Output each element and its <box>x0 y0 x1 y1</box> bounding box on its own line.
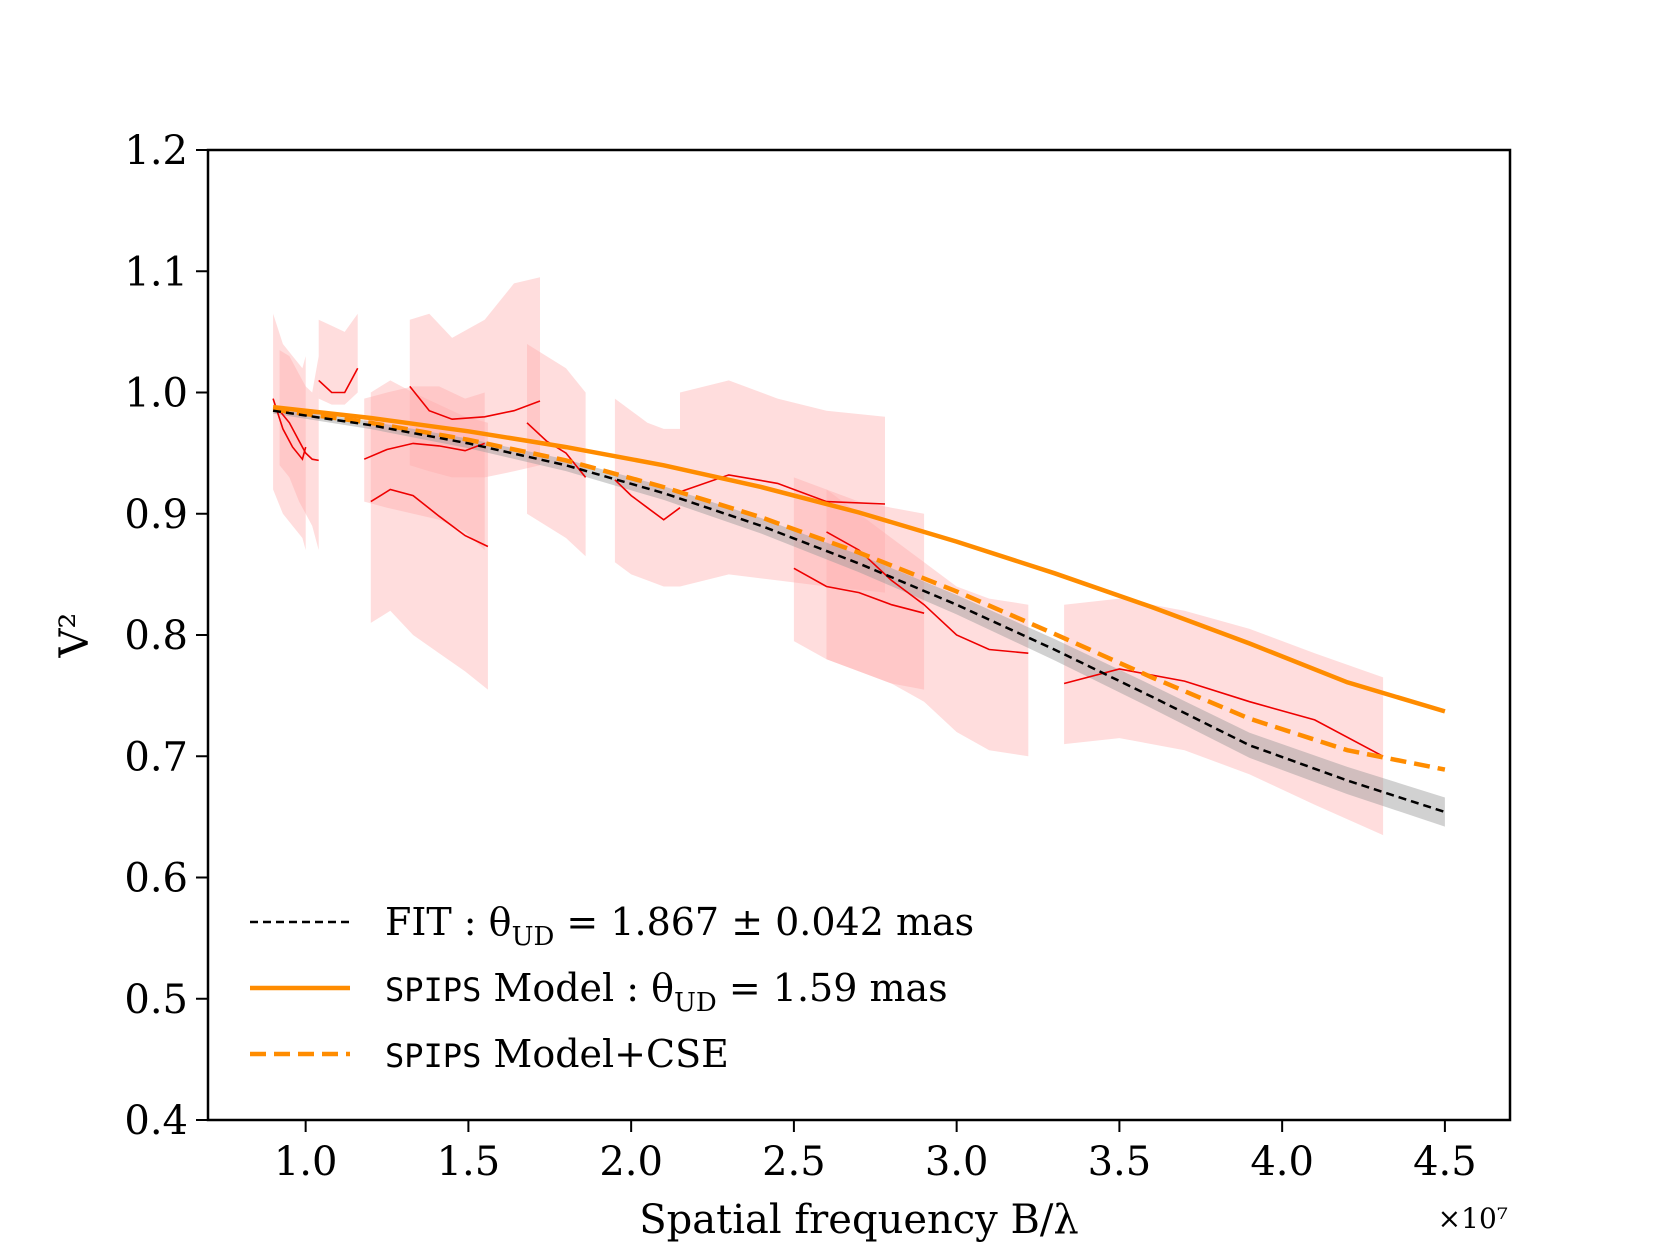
y-tick-label: 0.8 <box>124 613 188 659</box>
data-line-2 <box>318 367 359 394</box>
y-tick-label: 0.5 <box>124 977 188 1023</box>
data-line-4 <box>370 488 489 548</box>
y-tick-label: 0.4 <box>124 1098 188 1144</box>
fit-curve <box>272 409 1446 814</box>
legend-fit-label: FIT : θUD = 1.867 ± 0.042 mas <box>385 900 974 952</box>
data-band-4 <box>370 380 488 690</box>
data-line-8 <box>679 474 886 505</box>
y-axis: 0.4 0.5 0.6 0.7 0.8 0.9 1.0 1.1 1.2 <box>124 128 208 1144</box>
data-band-10 <box>826 489 1029 757</box>
fit-uncertainty-band <box>273 407 1445 827</box>
x-tick-label: 4.0 <box>1250 1139 1314 1185</box>
x-tick-label: 4.5 <box>1413 1139 1477 1185</box>
data-band-9 <box>793 477 925 690</box>
data-band-7 <box>614 398 680 587</box>
x-axis: 1.0 1.5 2.0 2.5 3.0 3.5 4.0 4.5 <box>274 1120 1477 1185</box>
data-line-9 <box>793 567 925 614</box>
data-band-2 <box>318 313 358 405</box>
x-multiplier-label: ×10⁷ <box>1438 1202 1508 1235</box>
data-line-3 <box>363 442 485 460</box>
x-tick-label: 3.0 <box>925 1139 989 1185</box>
spips_cse-curve <box>272 407 1446 772</box>
x-tick-label: 1.5 <box>437 1139 501 1185</box>
data-band-8 <box>680 380 885 593</box>
data-line-0 <box>272 398 307 461</box>
data-line-11 <box>1063 668 1384 758</box>
data-line-5 <box>409 385 541 421</box>
x-axis-title: Spatial frequency B/λ <box>639 1197 1078 1243</box>
data-band-11 <box>1064 598 1384 836</box>
data-band-1 <box>279 350 319 551</box>
plot-area <box>272 277 1446 836</box>
y-tick-label: 1.1 <box>124 249 188 295</box>
y-tick-label: 1.2 <box>124 128 188 174</box>
data-line-10 <box>826 531 1029 654</box>
y-tick-label: 0.7 <box>124 734 188 780</box>
x-tick-label: 2.5 <box>762 1139 826 1185</box>
y-tick-label: 0.9 <box>124 492 188 538</box>
data-line-7 <box>614 479 681 521</box>
legend-spips-cse-label: SPIPS Model+CSE <box>385 1032 729 1076</box>
y-axis-title: V² <box>52 613 98 659</box>
legend-spips-label: SPIPS Model : θUD = 1.59 mas <box>385 966 948 1018</box>
data-line-1 <box>278 410 319 462</box>
x-tick-label: 1.0 <box>274 1139 338 1185</box>
legend: FIT : θUD = 1.867 ± 0.042 mas SPIPS Mode… <box>250 900 974 1076</box>
spips-curve <box>272 404 1446 714</box>
x-tick-label: 3.5 <box>1088 1139 1152 1185</box>
data-band-0 <box>273 313 306 551</box>
data-band-6 <box>527 344 586 557</box>
y-tick-label: 0.6 <box>124 856 188 902</box>
x-tick-label: 2.0 <box>599 1139 663 1185</box>
y-tick-label: 1.0 <box>124 371 188 417</box>
